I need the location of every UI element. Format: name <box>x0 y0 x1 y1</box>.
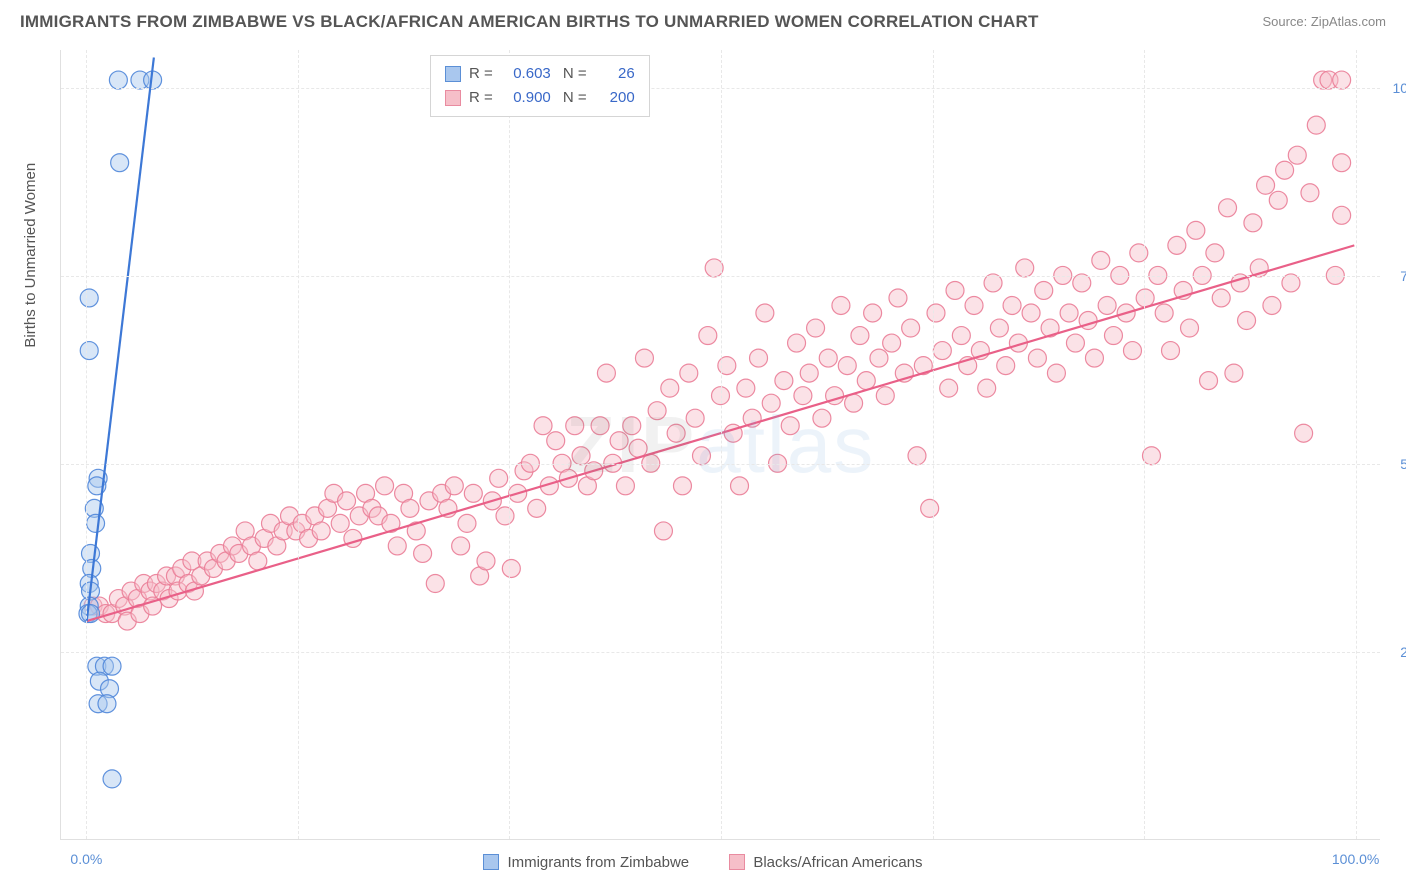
n-value-pink: 200 <box>595 86 635 110</box>
legend-label-pink: Blacks/African Americans <box>753 854 922 871</box>
stats-row-pink: R = 0.900 N = 200 <box>445 86 635 110</box>
source-label: Source: ZipAtlas.com <box>1262 14 1386 29</box>
r-value-pink: 0.900 <box>501 86 551 110</box>
chart-title: IMMIGRANTS FROM ZIMBABWE VS BLACK/AFRICA… <box>20 12 1039 32</box>
ytick-label: 25.0% <box>1385 644 1406 660</box>
r-value-blue: 0.603 <box>501 62 551 86</box>
n-value-blue: 26 <box>595 62 635 86</box>
swatch-pink <box>445 90 461 106</box>
stats-legend: R = 0.603 N = 26 R = 0.900 N = 200 <box>430 55 650 117</box>
swatch-blue <box>445 66 461 82</box>
ytick-label: 75.0% <box>1385 268 1406 284</box>
y-axis-label: Births to Unmarried Women <box>22 163 39 348</box>
legend-item-blue: Immigrants from Zimbabwe <box>483 854 689 871</box>
stats-row-blue: R = 0.603 N = 26 <box>445 62 635 86</box>
legend-item-pink: Blacks/African Americans <box>729 854 922 871</box>
swatch-pink-icon <box>729 854 745 870</box>
ytick-label: 50.0% <box>1385 456 1406 472</box>
swatch-blue-icon <box>483 854 499 870</box>
chart-area: ZIPatlas 25.0%50.0%75.0%100.0%0.0%100.0% <box>60 50 1380 840</box>
ytick-label: 100.0% <box>1385 80 1406 96</box>
series-legend: Immigrants from Zimbabwe Blacks/African … <box>0 854 1406 875</box>
legend-label-blue: Immigrants from Zimbabwe <box>507 854 689 871</box>
